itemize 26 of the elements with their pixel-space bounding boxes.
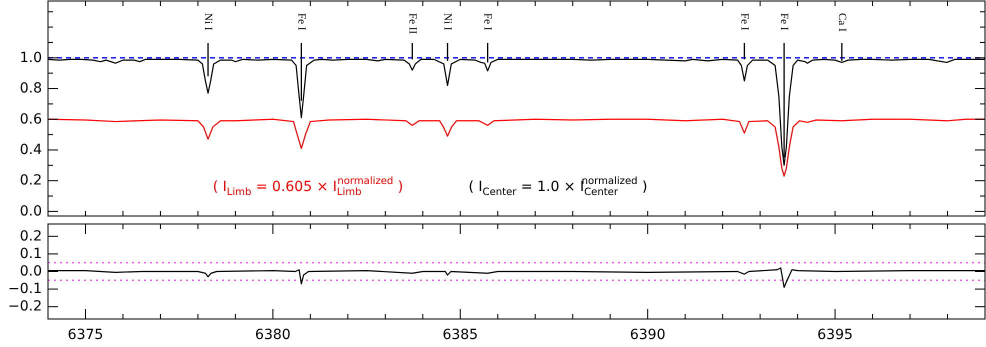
y-tick-label: −0.2: [8, 298, 42, 315]
annotation: Fe I: [482, 13, 494, 31]
annotation: Ni I: [442, 13, 454, 31]
x-tick-label: 6395: [817, 327, 853, 343]
annotation: Fe II: [406, 13, 418, 34]
y-tick-label: 0.1: [20, 246, 42, 262]
annotation: Ca I: [836, 13, 848, 32]
x-tick-label: 6375: [68, 327, 104, 343]
y-tick-label: 0.4: [20, 142, 42, 158]
x-tick-label: 6385: [442, 327, 478, 343]
annotation: Fe I: [295, 13, 308, 31]
annotation: Ni I: [202, 13, 214, 31]
y-tick-label: 0.6: [20, 111, 42, 128]
annotation: Fe I: [778, 13, 790, 31]
annotation: Fe I: [738, 13, 750, 31]
annotation: ( I$_{Center}$ = 1.0 × I$_{Center}$$^{normalized}$ ): [468, 176, 648, 198]
y-tick-label: 0.0: [20, 264, 42, 280]
y-tick-label: 0.2: [20, 172, 42, 189]
y-tick-label: −0.1: [8, 281, 42, 298]
y-tick-label: 1.0: [20, 50, 42, 66]
y-tick-label: 0.0: [20, 203, 42, 220]
x-tick-label: 6380: [255, 327, 291, 343]
x-tick-label: 6390: [630, 327, 666, 343]
y-tick-label: 0.8: [20, 80, 42, 97]
annotation: ( I$_{Limb}$ = 0.605 × I$_{Limb}$$^{normalized}$ ): [212, 176, 404, 198]
y-tick-label: 0.2: [20, 228, 42, 244]
